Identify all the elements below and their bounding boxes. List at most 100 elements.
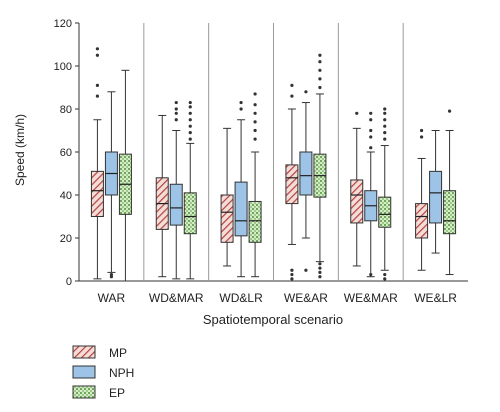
outlier-point [95,94,100,98]
outlier-point [304,90,308,94]
outlier-point [253,128,257,133]
iqr-box [350,179,364,224]
box-mp-we-mar [350,111,364,267]
outlier-point [383,118,387,122]
outlier-point [318,68,322,72]
outlier-point [383,277,387,281]
outlier-point [290,277,294,281]
outlier-point [188,111,192,115]
x-tick-label: WE&AR [284,291,328,305]
iqr-box [183,192,197,235]
outlier-point [253,92,257,96]
y-tick-label: 60 [60,147,72,159]
outlier-point [174,107,178,111]
outlier-point [383,272,387,277]
box-mp-wd-lr [220,127,234,267]
x-tick-label: WAR [98,291,126,305]
iqr-box [220,194,234,243]
outlier-point [174,118,178,122]
legend-swatch-mp [72,345,96,359]
box-ep-we-ar [313,53,327,279]
outlier-point [188,118,192,122]
outlier-point [95,83,100,87]
x-tick-label: WD&LR [219,291,263,305]
legend-swatch-ep [72,385,96,399]
iqr-box [443,190,457,235]
box-nph-wd-lr [234,100,248,278]
y-tick-label: 20 [60,233,72,245]
outlier-point [239,107,243,111]
legend-label-ep: EP [109,386,125,400]
outlier-point [369,146,373,150]
y-tick-label: 0 [66,276,72,288]
outlier-point [383,111,387,115]
outlier-point [318,266,322,270]
iqr-box [248,200,262,243]
outlier-point [383,137,387,141]
outlier-point [318,85,322,90]
outlier-point [188,100,192,105]
outlier-point [419,135,424,139]
y-tick-label: 40 [60,190,72,202]
box-mp-wd-mar [155,114,169,278]
box-mp-we-ar [285,83,299,281]
outlier-point [290,94,294,98]
iqr-box [378,196,392,228]
box-nph-wd-mar [169,100,183,280]
y-tick-label: 100 [54,61,72,73]
box-mp-we-lr [415,128,429,271]
y-axis-label: Speed (km/h) [13,114,27,186]
outlier-point [369,128,373,133]
outlier-point [188,124,192,128]
outlier-point [369,111,373,115]
legend-swatch-nph [72,365,96,379]
outlier-point [290,272,294,277]
box-ep-wd-lr [248,92,262,278]
box-ep-we-lr [443,109,457,276]
box-ep-wd-mar [183,100,197,280]
y-tick-label: 120 [54,18,72,30]
outlier-point [290,268,294,272]
outlier-point [318,275,322,279]
outlier-point [318,262,322,266]
outlier-point [109,272,114,277]
iqr-box [90,170,104,218]
outlier-point [355,111,359,115]
outlier-point [253,111,257,115]
outlier-point [239,100,243,105]
iqr-box [429,170,443,224]
box-mp-war [90,47,104,280]
outlier-point [383,124,387,128]
outlier-point [318,53,322,57]
outlier-point [369,272,373,277]
outlier-point [318,60,322,64]
box-ep-we-mar [378,107,392,281]
outlier-point [290,83,294,87]
x-tick-label: WE&MAR [344,291,398,305]
outlier-point [318,77,322,81]
outlier-point [174,100,178,105]
outlier-point [419,128,424,133]
outlier-point [318,270,322,274]
iqr-box [169,183,183,226]
outlier-point [95,47,100,51]
iqr-box [299,151,313,196]
x-tick-label: WD&MAR [149,291,204,305]
box-nph-we-ar [299,90,313,272]
legend-label-nph: NPH [109,366,134,380]
iqr-box [234,181,248,237]
outlier-point [253,103,257,107]
outlier-point [369,135,373,139]
outlier-point [383,107,387,111]
outlier-point [174,111,178,115]
legend-label-mp: MP [109,346,127,360]
x-axis-label: Spatiotemporal scenario [203,312,343,327]
x-tick-label: WE&LR [414,291,457,305]
outlier-point [447,109,452,113]
y-tick-label: 80 [60,104,72,116]
outlier-point [95,53,100,57]
outlier-point [253,120,257,124]
box-ep-war [118,69,132,282]
box-nph-war [104,91,118,279]
iqr-box [415,203,429,239]
